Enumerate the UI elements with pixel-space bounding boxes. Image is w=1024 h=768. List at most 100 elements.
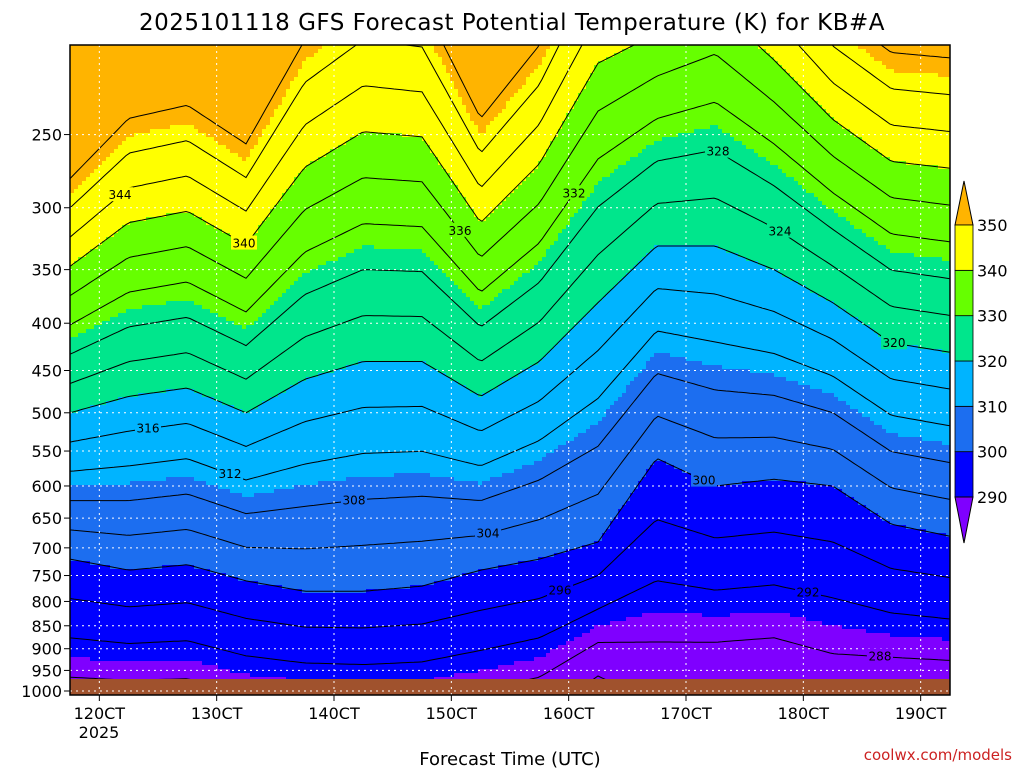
field-cell <box>90 601 94 605</box>
field-cell <box>114 589 118 593</box>
field-cell <box>82 589 86 593</box>
field-cell <box>178 93 182 97</box>
field-cell <box>162 549 166 553</box>
field-cell <box>166 53 170 57</box>
field-cell <box>178 433 182 437</box>
field-cell <box>78 221 82 225</box>
field-cell <box>86 569 90 573</box>
field-cell <box>130 305 134 309</box>
field-cell <box>166 377 170 381</box>
field-cell <box>162 381 166 385</box>
field-cell <box>106 445 110 449</box>
field-cell <box>110 165 114 169</box>
field-cell <box>114 181 118 185</box>
field-cell <box>162 497 166 501</box>
field-cell <box>110 73 114 77</box>
field-cell <box>134 213 138 217</box>
field-cell <box>90 321 94 325</box>
field-cell <box>86 181 90 185</box>
field-cell <box>170 625 174 629</box>
field-cell <box>90 201 94 205</box>
field-cell <box>174 393 178 397</box>
field-cell <box>170 617 174 621</box>
field-cell <box>78 393 82 397</box>
field-cell <box>86 317 90 321</box>
field-cell <box>158 609 162 613</box>
field-cell <box>110 421 114 425</box>
field-cell <box>130 413 134 417</box>
field-cell <box>126 357 130 361</box>
field-cell <box>118 469 122 473</box>
field-cell <box>86 49 90 53</box>
field-cell <box>110 589 114 593</box>
field-cell <box>98 349 102 353</box>
field-cell <box>186 273 190 277</box>
field-cell <box>134 141 138 145</box>
field-cell <box>110 373 114 377</box>
field-cell <box>74 185 78 189</box>
field-cell <box>190 77 194 81</box>
field-cell <box>110 369 114 373</box>
field-cell <box>74 293 78 297</box>
field-cell <box>82 101 86 105</box>
field-cell <box>102 365 106 369</box>
field-cell <box>94 193 98 197</box>
field-cell <box>186 213 190 217</box>
field-cell <box>118 369 122 373</box>
field-cell <box>98 461 102 465</box>
field-cell <box>78 469 82 473</box>
field-cell <box>162 185 166 189</box>
field-cell <box>182 157 186 161</box>
field-cell <box>154 169 158 173</box>
field-cell <box>102 433 106 437</box>
field-cell <box>122 97 126 101</box>
field-cell <box>150 485 154 489</box>
field-cell <box>122 45 126 49</box>
field-cell <box>158 657 162 661</box>
field-cell <box>86 345 90 349</box>
field-cell <box>78 649 82 653</box>
field-cell <box>90 381 94 385</box>
field-cell <box>130 177 134 181</box>
field-cell <box>162 253 166 257</box>
field-cell <box>98 309 102 313</box>
field-cell <box>158 141 162 145</box>
field-cell <box>166 629 170 633</box>
field-cell <box>134 473 138 477</box>
field-cell <box>110 601 114 605</box>
field-cell <box>102 65 106 69</box>
field-cell <box>174 101 178 105</box>
field-cell <box>150 637 154 641</box>
field-cell <box>78 249 82 253</box>
field-cell <box>82 429 86 433</box>
field-cell <box>174 669 178 673</box>
field-cell <box>134 617 138 621</box>
field-cell <box>126 481 130 485</box>
field-cell <box>114 553 118 557</box>
field-cell <box>122 325 126 329</box>
field-cell <box>122 617 126 621</box>
field-cell <box>98 197 102 201</box>
field-cell <box>162 273 166 277</box>
chart-title: 2025101118 GFS Forecast Potential Temper… <box>139 10 885 36</box>
field-cell <box>190 425 194 429</box>
field-cell <box>166 385 170 389</box>
field-cell <box>166 257 170 261</box>
field-cell <box>82 173 86 177</box>
field-cell <box>186 249 190 253</box>
field-cell <box>98 121 102 125</box>
field-cell <box>90 129 94 133</box>
field-cell <box>106 81 110 85</box>
field-cell <box>82 609 86 613</box>
field-cell <box>94 597 98 601</box>
field-cell <box>138 545 142 549</box>
field-cell <box>138 469 142 473</box>
field-cell <box>190 229 194 233</box>
field-cell <box>74 89 78 93</box>
field-cell <box>146 605 150 609</box>
field-cell <box>70 665 74 669</box>
field-cell <box>102 133 106 137</box>
field-cell <box>162 405 166 409</box>
field-cell <box>158 489 162 493</box>
field-cell <box>114 293 118 297</box>
